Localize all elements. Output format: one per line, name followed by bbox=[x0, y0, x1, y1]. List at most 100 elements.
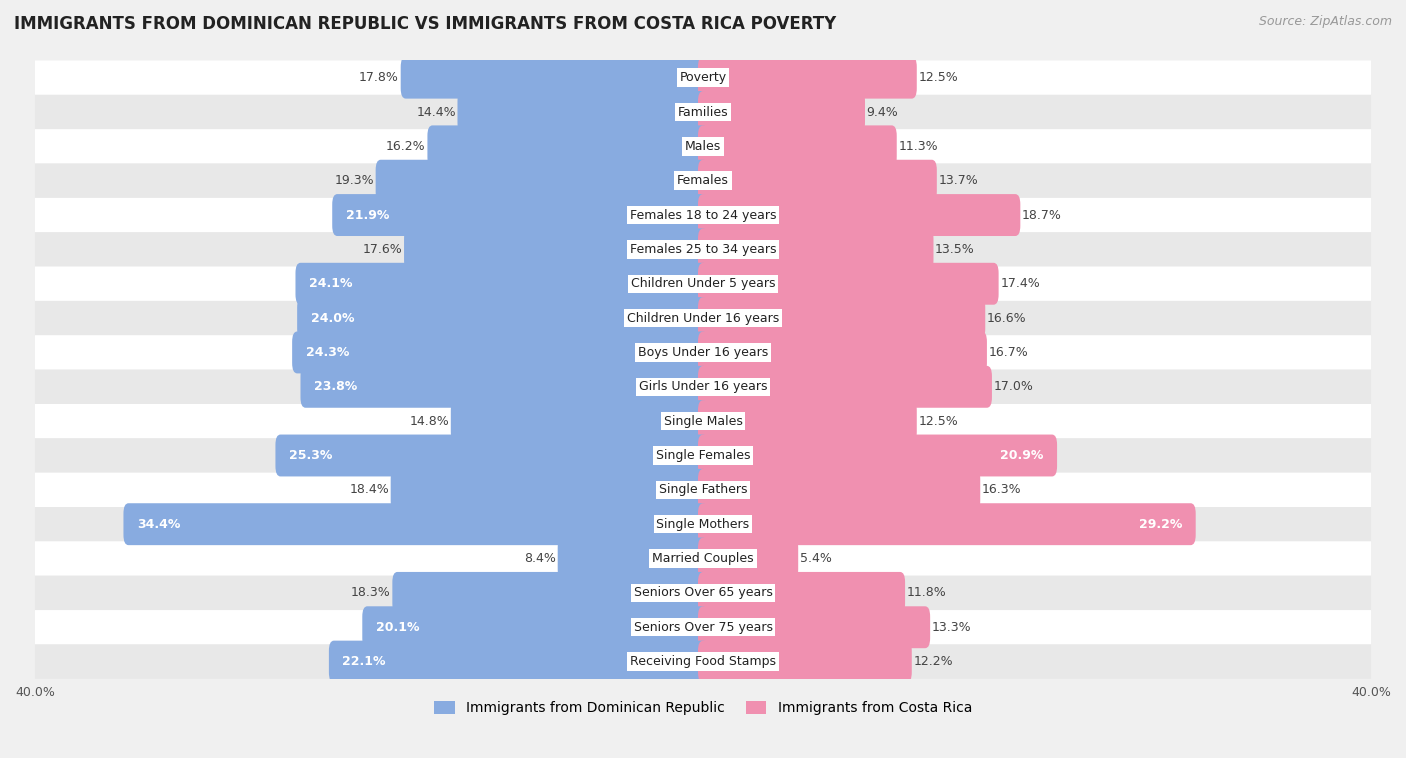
Text: 23.8%: 23.8% bbox=[314, 381, 357, 393]
Text: Girls Under 16 years: Girls Under 16 years bbox=[638, 381, 768, 393]
Text: Females: Females bbox=[678, 174, 728, 187]
Text: IMMIGRANTS FROM DOMINICAN REPUBLIC VS IMMIGRANTS FROM COSTA RICA POVERTY: IMMIGRANTS FROM DOMINICAN REPUBLIC VS IM… bbox=[14, 15, 837, 33]
FancyBboxPatch shape bbox=[697, 641, 911, 682]
FancyBboxPatch shape bbox=[35, 198, 1371, 232]
Text: 29.2%: 29.2% bbox=[1139, 518, 1182, 531]
FancyBboxPatch shape bbox=[35, 95, 1371, 129]
Legend: Immigrants from Dominican Republic, Immigrants from Costa Rica: Immigrants from Dominican Republic, Immi… bbox=[434, 701, 972, 715]
FancyBboxPatch shape bbox=[329, 641, 709, 682]
Text: Single Males: Single Males bbox=[664, 415, 742, 428]
FancyBboxPatch shape bbox=[697, 91, 865, 133]
FancyBboxPatch shape bbox=[35, 576, 1371, 610]
FancyBboxPatch shape bbox=[697, 263, 998, 305]
FancyBboxPatch shape bbox=[697, 297, 986, 339]
FancyBboxPatch shape bbox=[35, 335, 1371, 370]
Text: Females 18 to 24 years: Females 18 to 24 years bbox=[630, 208, 776, 221]
FancyBboxPatch shape bbox=[332, 194, 709, 236]
FancyBboxPatch shape bbox=[392, 572, 709, 614]
Text: Boys Under 16 years: Boys Under 16 years bbox=[638, 346, 768, 359]
FancyBboxPatch shape bbox=[451, 400, 709, 442]
Text: Single Females: Single Females bbox=[655, 449, 751, 462]
FancyBboxPatch shape bbox=[697, 469, 980, 511]
FancyBboxPatch shape bbox=[35, 301, 1371, 335]
FancyBboxPatch shape bbox=[35, 61, 1371, 95]
Text: Families: Families bbox=[678, 105, 728, 118]
FancyBboxPatch shape bbox=[697, 606, 931, 648]
Text: Receiving Food Stamps: Receiving Food Stamps bbox=[630, 655, 776, 668]
FancyBboxPatch shape bbox=[697, 228, 934, 271]
Text: Seniors Over 65 years: Seniors Over 65 years bbox=[634, 587, 772, 600]
FancyBboxPatch shape bbox=[297, 297, 709, 339]
Text: 17.0%: 17.0% bbox=[994, 381, 1033, 393]
Text: 13.7%: 13.7% bbox=[938, 174, 979, 187]
Text: Poverty: Poverty bbox=[679, 71, 727, 84]
Text: 18.7%: 18.7% bbox=[1022, 208, 1062, 221]
Text: 12.2%: 12.2% bbox=[914, 655, 953, 668]
Text: 13.3%: 13.3% bbox=[932, 621, 972, 634]
Text: Single Fathers: Single Fathers bbox=[659, 484, 747, 496]
Text: 19.3%: 19.3% bbox=[335, 174, 374, 187]
Text: 17.6%: 17.6% bbox=[363, 243, 402, 256]
FancyBboxPatch shape bbox=[697, 366, 993, 408]
FancyBboxPatch shape bbox=[697, 57, 917, 99]
Text: Source: ZipAtlas.com: Source: ZipAtlas.com bbox=[1258, 15, 1392, 28]
Text: 11.8%: 11.8% bbox=[907, 587, 946, 600]
Text: 14.4%: 14.4% bbox=[416, 105, 456, 118]
Text: 24.3%: 24.3% bbox=[305, 346, 349, 359]
Text: 12.5%: 12.5% bbox=[918, 71, 959, 84]
FancyBboxPatch shape bbox=[363, 606, 709, 648]
Text: 16.6%: 16.6% bbox=[987, 312, 1026, 324]
FancyBboxPatch shape bbox=[697, 400, 917, 442]
FancyBboxPatch shape bbox=[35, 267, 1371, 301]
Text: Married Couples: Married Couples bbox=[652, 552, 754, 565]
Text: 14.8%: 14.8% bbox=[409, 415, 449, 428]
Text: 16.7%: 16.7% bbox=[988, 346, 1028, 359]
FancyBboxPatch shape bbox=[457, 91, 709, 133]
Text: 11.3%: 11.3% bbox=[898, 140, 938, 153]
FancyBboxPatch shape bbox=[697, 503, 1195, 545]
FancyBboxPatch shape bbox=[697, 160, 936, 202]
FancyBboxPatch shape bbox=[401, 57, 709, 99]
Text: 9.4%: 9.4% bbox=[866, 105, 898, 118]
Text: 34.4%: 34.4% bbox=[136, 518, 180, 531]
Text: 12.5%: 12.5% bbox=[918, 415, 959, 428]
FancyBboxPatch shape bbox=[35, 438, 1371, 473]
Text: 13.5%: 13.5% bbox=[935, 243, 974, 256]
Text: 24.0%: 24.0% bbox=[311, 312, 354, 324]
Text: 18.4%: 18.4% bbox=[349, 484, 389, 496]
Text: Children Under 16 years: Children Under 16 years bbox=[627, 312, 779, 324]
FancyBboxPatch shape bbox=[35, 164, 1371, 198]
Text: 5.4%: 5.4% bbox=[800, 552, 832, 565]
Text: 18.3%: 18.3% bbox=[352, 587, 391, 600]
FancyBboxPatch shape bbox=[35, 644, 1371, 678]
Text: 24.1%: 24.1% bbox=[309, 277, 353, 290]
FancyBboxPatch shape bbox=[375, 160, 709, 202]
Text: 8.4%: 8.4% bbox=[524, 552, 555, 565]
FancyBboxPatch shape bbox=[697, 125, 897, 168]
Text: 20.9%: 20.9% bbox=[1000, 449, 1043, 462]
Text: Females 25 to 34 years: Females 25 to 34 years bbox=[630, 243, 776, 256]
FancyBboxPatch shape bbox=[697, 331, 987, 374]
Text: 16.3%: 16.3% bbox=[981, 484, 1022, 496]
FancyBboxPatch shape bbox=[35, 370, 1371, 404]
Text: Children Under 5 years: Children Under 5 years bbox=[631, 277, 775, 290]
Text: 20.1%: 20.1% bbox=[375, 621, 419, 634]
FancyBboxPatch shape bbox=[697, 434, 1057, 477]
FancyBboxPatch shape bbox=[35, 610, 1371, 644]
FancyBboxPatch shape bbox=[301, 366, 709, 408]
Text: 25.3%: 25.3% bbox=[288, 449, 332, 462]
FancyBboxPatch shape bbox=[558, 537, 709, 580]
Text: Males: Males bbox=[685, 140, 721, 153]
Text: 17.4%: 17.4% bbox=[1000, 277, 1040, 290]
FancyBboxPatch shape bbox=[35, 473, 1371, 507]
FancyBboxPatch shape bbox=[35, 541, 1371, 576]
Text: 22.1%: 22.1% bbox=[342, 655, 385, 668]
FancyBboxPatch shape bbox=[124, 503, 709, 545]
FancyBboxPatch shape bbox=[35, 404, 1371, 438]
FancyBboxPatch shape bbox=[276, 434, 709, 477]
FancyBboxPatch shape bbox=[391, 469, 709, 511]
Text: Seniors Over 75 years: Seniors Over 75 years bbox=[634, 621, 772, 634]
Text: Single Mothers: Single Mothers bbox=[657, 518, 749, 531]
FancyBboxPatch shape bbox=[697, 194, 1021, 236]
FancyBboxPatch shape bbox=[697, 537, 799, 580]
